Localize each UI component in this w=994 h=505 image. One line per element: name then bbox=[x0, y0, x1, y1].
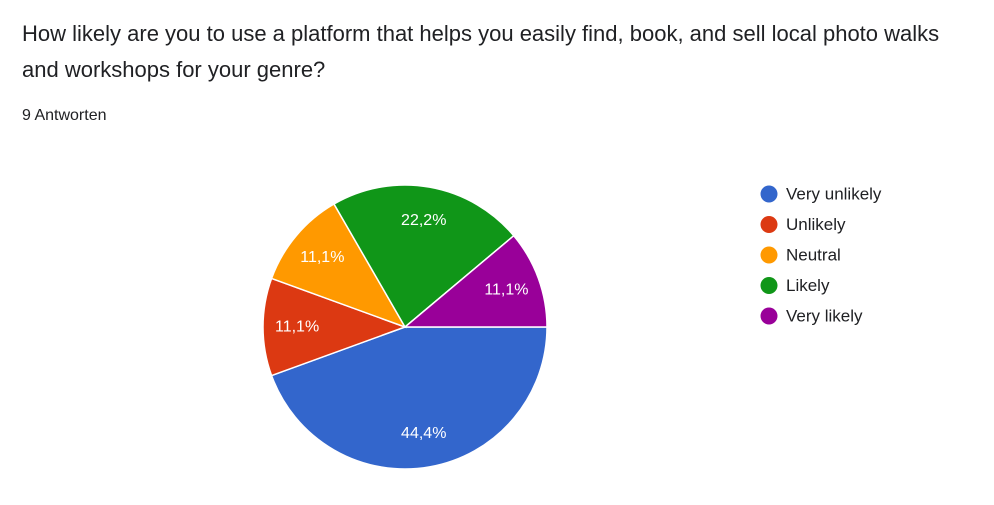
legend-item-neutral[interactable]: Neutral bbox=[760, 246, 841, 265]
pie-slice-very-unlikely[interactable] bbox=[270, 326, 548, 470]
legend-item-unlikely[interactable]: Unlikely bbox=[760, 215, 847, 234]
pie-slice-unlikely[interactable] bbox=[262, 277, 408, 377]
slice-label-likely: 22,2% bbox=[401, 212, 446, 229]
legend-label: Neutral bbox=[786, 246, 841, 265]
legend-swatch bbox=[760, 246, 778, 264]
legend-label: Likely bbox=[786, 276, 830, 295]
legend-swatch bbox=[760, 277, 778, 294]
legend-item-likely[interactable]: Likely bbox=[760, 276, 830, 295]
legend-swatch bbox=[760, 185, 778, 203]
response-count: 9 Antworten bbox=[22, 107, 107, 124]
question-title: How likely are you to use a platform tha… bbox=[22, 21, 940, 82]
legend-swatch bbox=[760, 307, 778, 325]
pie-slice-labels: 44,4% 11,1% 11,1% 22,2% 11,1% bbox=[275, 212, 529, 442]
slice-label-very-likely: 11,1% bbox=[484, 282, 528, 299]
pie-slice-likely[interactable] bbox=[332, 184, 515, 329]
slice-label-neutral: 11,1% bbox=[300, 249, 344, 266]
legend-swatch bbox=[760, 216, 778, 233]
pie-slice-very-likely[interactable] bbox=[402, 234, 548, 328]
pie-slices bbox=[262, 184, 548, 470]
legend-label: Very unlikely bbox=[786, 185, 882, 204]
legend-item-very-unlikely[interactable]: Very unlikely bbox=[760, 185, 882, 204]
chart-legend: Very unlikely Unlikely Neutral Likely Very l… bbox=[760, 185, 882, 326]
legend-label: Very likely bbox=[786, 307, 863, 326]
pie-slice-neutral[interactable] bbox=[270, 202, 407, 329]
legend-item-very-likely[interactable]: Very likely bbox=[760, 307, 864, 326]
slice-label-unlikely: 11,1% bbox=[275, 319, 319, 336]
legend-label: Unlikely bbox=[786, 215, 846, 234]
slice-label-very-unlikely: 44,4% bbox=[401, 425, 446, 442]
